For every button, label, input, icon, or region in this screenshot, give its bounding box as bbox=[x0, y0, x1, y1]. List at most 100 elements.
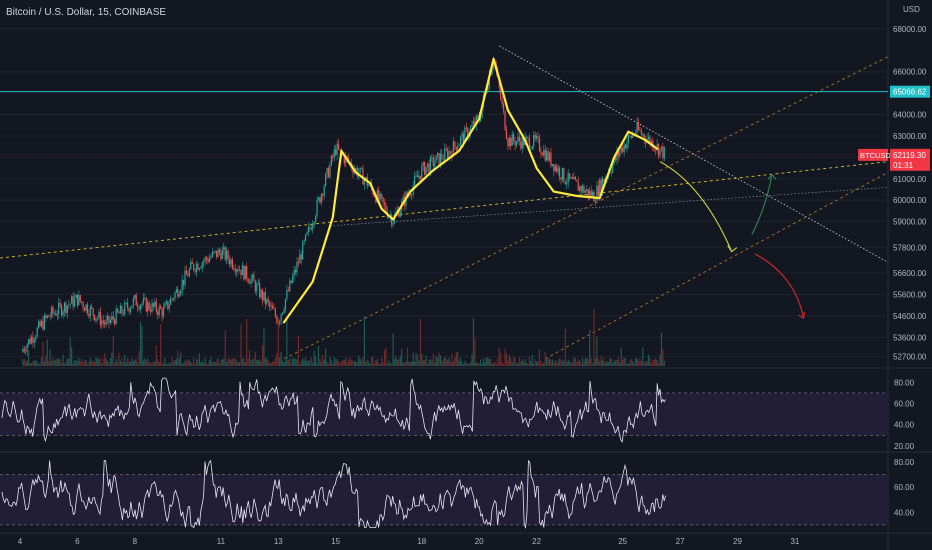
candle-body bbox=[461, 133, 463, 138]
candle-body bbox=[152, 302, 155, 307]
candle-body bbox=[172, 298, 175, 300]
candle-body bbox=[283, 309, 285, 313]
volume-bar bbox=[596, 336, 598, 366]
volume-bar bbox=[73, 360, 76, 366]
candle-body bbox=[432, 157, 434, 167]
volume-bar bbox=[363, 316, 365, 366]
volume-bar bbox=[541, 363, 543, 366]
volume-bar bbox=[234, 358, 236, 366]
candle-body bbox=[538, 137, 541, 151]
candle-body bbox=[144, 297, 146, 299]
candle-body bbox=[251, 274, 254, 279]
candle-body bbox=[124, 303, 126, 315]
candle-body bbox=[368, 185, 370, 187]
candle-body bbox=[303, 240, 305, 242]
candle-body bbox=[101, 320, 103, 325]
volume-bar bbox=[38, 363, 40, 366]
candle-body bbox=[457, 146, 459, 151]
volume-bar bbox=[62, 354, 64, 366]
candle-body bbox=[441, 153, 443, 159]
candle-body bbox=[647, 136, 650, 140]
volume-bar bbox=[455, 351, 457, 366]
candle-body bbox=[444, 148, 446, 160]
volume-bar bbox=[515, 362, 518, 366]
time-tick-label: 22 bbox=[532, 537, 541, 546]
volume-bar bbox=[65, 361, 67, 366]
candle-body bbox=[180, 290, 182, 295]
volume-bar bbox=[162, 363, 165, 366]
volume-bar bbox=[297, 335, 299, 366]
volume-bar bbox=[561, 360, 564, 366]
red-arrow-path bbox=[754, 253, 805, 319]
candle-body bbox=[518, 136, 520, 142]
candle-body bbox=[284, 299, 287, 310]
candle-body bbox=[273, 308, 275, 310]
candle-body bbox=[201, 262, 203, 268]
candle-body bbox=[36, 327, 38, 337]
volume-bar bbox=[517, 363, 519, 366]
candle-body bbox=[623, 144, 625, 152]
volume-bar bbox=[246, 318, 248, 366]
volume-bar bbox=[134, 359, 136, 366]
candle-body bbox=[382, 196, 384, 203]
volume-bar bbox=[405, 361, 407, 366]
candle-body bbox=[573, 176, 575, 180]
candle-body bbox=[602, 178, 604, 192]
volume-bar bbox=[203, 362, 205, 366]
candle-body bbox=[128, 308, 130, 312]
candle-body bbox=[434, 162, 436, 167]
oscillator-tick-label: 40.00 bbox=[894, 508, 915, 517]
volume-bar bbox=[306, 361, 308, 366]
volume-bar bbox=[461, 362, 463, 366]
candle-body bbox=[454, 141, 456, 147]
volume-bar bbox=[386, 363, 388, 366]
volume-bar bbox=[564, 328, 566, 366]
volume-bar bbox=[155, 345, 157, 366]
candle-body bbox=[312, 224, 314, 230]
volume-bar bbox=[218, 362, 221, 366]
candle-body bbox=[469, 126, 472, 134]
volume-bar bbox=[230, 359, 232, 366]
volume-bar bbox=[574, 358, 576, 366]
volume-bar bbox=[490, 358, 492, 366]
volume-bar bbox=[586, 358, 588, 366]
volume-bar bbox=[591, 363, 594, 366]
volume-bar bbox=[264, 358, 266, 366]
volume-bar bbox=[370, 357, 373, 366]
candle-body bbox=[138, 307, 140, 310]
volume-bar bbox=[238, 362, 241, 366]
candle-body bbox=[25, 350, 27, 352]
candle-body bbox=[131, 305, 133, 309]
candle-body bbox=[504, 111, 506, 130]
volume-bar bbox=[85, 359, 87, 366]
candle-body bbox=[411, 194, 413, 196]
volume-bar bbox=[604, 362, 607, 366]
candle-body bbox=[333, 149, 335, 158]
candle-body bbox=[587, 189, 589, 197]
candle-body bbox=[231, 259, 233, 269]
candle-body bbox=[165, 301, 167, 304]
candle-body bbox=[617, 151, 619, 157]
candle-body bbox=[609, 172, 611, 174]
volume-bar bbox=[115, 358, 117, 366]
candle-body bbox=[297, 262, 299, 264]
volume-bar bbox=[287, 360, 289, 366]
countdown-label: 01:31 bbox=[893, 161, 914, 170]
time-tick-label: 18 bbox=[417, 537, 426, 546]
volume-bar bbox=[346, 362, 348, 366]
volume-bar bbox=[160, 324, 162, 366]
candle-body bbox=[514, 140, 516, 146]
candle-body bbox=[373, 194, 376, 197]
candle-body bbox=[50, 307, 53, 317]
volume-bar bbox=[571, 362, 574, 366]
price-tick-label: 56600.00 bbox=[893, 269, 927, 278]
volume-bar bbox=[603, 357, 605, 366]
volume-bar bbox=[116, 361, 119, 366]
volume-bar bbox=[395, 355, 397, 366]
volume-bar bbox=[284, 360, 287, 366]
candle-body bbox=[439, 153, 442, 165]
volume-bar bbox=[181, 363, 183, 366]
volume-bar bbox=[640, 360, 642, 366]
